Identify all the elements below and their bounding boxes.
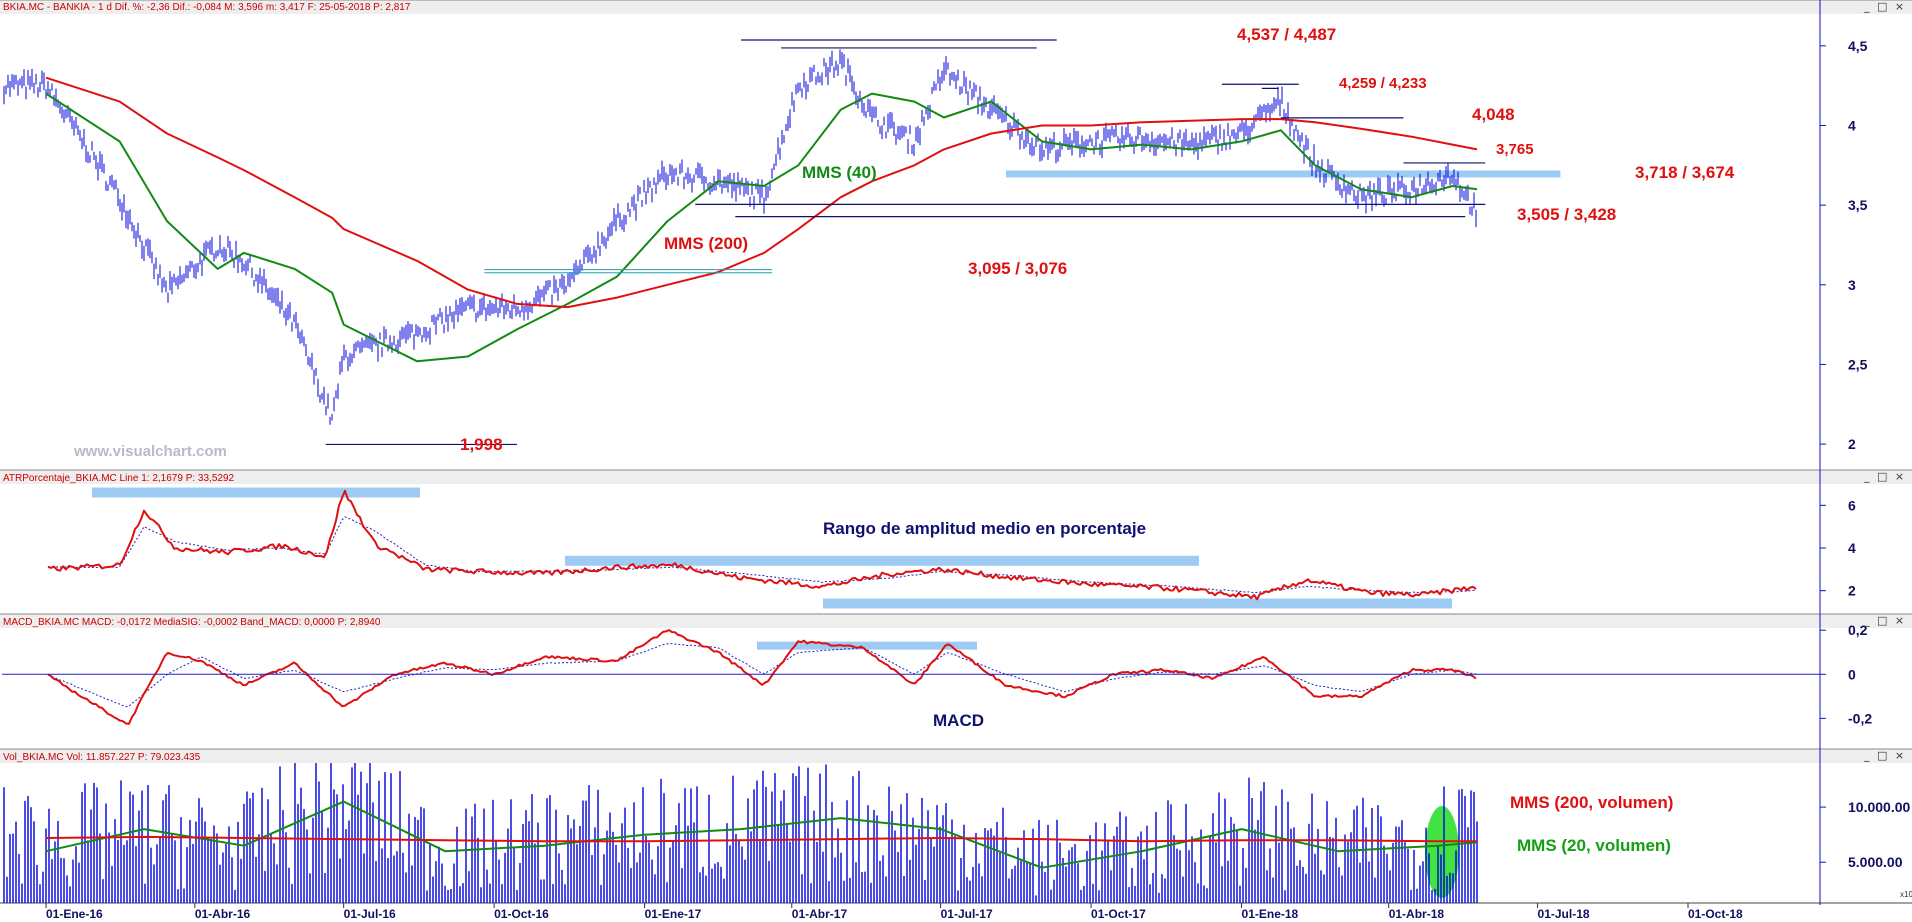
- label-4537-4487: 4,537 / 4,487: [1237, 25, 1336, 44]
- x-axis-tick-label: 01-Ene-16: [46, 907, 103, 921]
- panel-header-bar: [0, 0, 1912, 14]
- mms200-line: [45, 76, 1478, 309]
- series-layer: [3, 49, 1478, 903]
- brand-watermark: www.visualchart.com: [73, 443, 227, 460]
- label-4259-4233: 4,259 / 4,233: [1339, 75, 1427, 92]
- macd-band: [757, 641, 977, 650]
- x-axis-tick-label: 01-Jul-17: [941, 907, 993, 921]
- vol-mms200-line: [45, 835, 1477, 843]
- y-axis-tick-label: 5.000.00: [1848, 854, 1903, 870]
- x10-tag: x10: [1900, 890, 1912, 899]
- label-mms20-vol: MMS (20, volumen): [1517, 836, 1671, 855]
- atr-header: ATRPorcentaje_BKIA.MC Line 1: 2,1679 P: …: [3, 473, 235, 484]
- label-3095-3076: 3,095 / 3,076: [968, 259, 1067, 278]
- text-layer: BKIA.MC - BANKIA - 1 d Dif. %: -2,36 Dif…: [3, 2, 1912, 899]
- y-axis-tick-label: 6: [1848, 497, 1856, 513]
- support-band: [1006, 170, 1561, 178]
- macd-line: [47, 629, 1477, 725]
- price-window-buttons[interactable]: _ □ ×: [1864, 0, 1907, 13]
- label-3505-3428: 3,505 / 3,428: [1517, 205, 1616, 224]
- y-axis-tick-label: 0,2: [1848, 622, 1868, 638]
- x-axis-tick-label: 01-Oct-17: [1091, 907, 1146, 921]
- macd-header: MACD_BKIA.MC MACD: -0,0172 MediaSIG: -0,…: [3, 617, 381, 628]
- y-axis-tick-label: 4: [1848, 118, 1856, 134]
- y-axis-tick-label: 2: [1848, 436, 1856, 452]
- y-axis-tick-label: 2,5: [1848, 356, 1868, 372]
- x-axis-tick-label: 01-Abr-18: [1389, 907, 1445, 921]
- macd-window-buttons[interactable]: _ □ ×: [1864, 614, 1907, 627]
- vol-header: Vol_BKIA.MC Vol: 11.857.227 P: 79.023.43…: [3, 752, 201, 763]
- label-mms200: MMS (200): [664, 234, 748, 253]
- x-axis-tick-label: 01-Oct-18: [1688, 907, 1743, 921]
- macd-signal-line: [47, 643, 1477, 708]
- price-bars: [3, 49, 1477, 425]
- panel-header-bar: [0, 614, 1912, 628]
- price-header: BKIA.MC - BANKIA - 1 d Dif. %: -2,36 Dif…: [3, 2, 411, 13]
- label-atr-title: Rango de amplitud medio en porcentaje: [823, 519, 1146, 538]
- x-axis-tick-label: 01-Oct-16: [494, 907, 549, 921]
- panel-header-bar: [0, 470, 1912, 484]
- y-axis-tick-label: 4,5: [1848, 38, 1868, 54]
- x-axis-tick-label: 01-Abr-17: [792, 907, 848, 921]
- vol-window-buttons[interactable]: _ □ ×: [1864, 749, 1907, 762]
- label-macd: MACD: [933, 711, 984, 730]
- label-mms40: MMS (40): [802, 163, 877, 182]
- atr-band: [823, 598, 1452, 609]
- y-axis-tick-label: 0: [1848, 666, 1856, 682]
- x-axis-tick-label: 01-Jul-16: [344, 907, 396, 921]
- y-axis-tick-label: 2: [1848, 583, 1856, 599]
- atr-line: [47, 489, 1477, 601]
- label-3718-3674: 3,718 / 3,674: [1635, 163, 1735, 182]
- y-axis-tick-label: 3: [1848, 277, 1856, 293]
- y-axis-tick-label: 10.000.00: [1848, 799, 1910, 815]
- panel-header-bar: [0, 749, 1912, 763]
- atr-signal-line: [48, 516, 1477, 594]
- y-axis-tick-label: 3,5: [1848, 197, 1868, 213]
- atr-band: [92, 487, 420, 498]
- volume-highlight: [1425, 806, 1459, 898]
- vol-mms20-line: [45, 800, 1478, 869]
- mms40-line: [45, 92, 1478, 363]
- label-4048: 4,048: [1472, 105, 1515, 124]
- label-1998: 1,998: [460, 435, 503, 454]
- label-mms200-vol: MMS (200, volumen): [1510, 793, 1673, 812]
- annotation-lines: [2, 39, 1820, 675]
- y-axis-tick-label: -0,2: [1848, 710, 1872, 726]
- x-axis-tick-label: 01-Jul-18: [1538, 907, 1590, 921]
- label-3765: 3,765: [1496, 141, 1534, 158]
- y-axis-tick-label: 4: [1848, 540, 1856, 556]
- x-axis-tick-label: 01-Abr-16: [195, 907, 251, 921]
- x-axis-tick-label: 01-Ene-18: [1242, 907, 1299, 921]
- atr-window-buttons[interactable]: _ □ ×: [1864, 470, 1907, 483]
- axes-layer: 4,5 4 3,5 3 2,5 2 6 4 2 0,2 0 -0,2 10.000.00 5.000.00…: [45, 0, 1910, 921]
- support-resistance-bands: [92, 170, 1561, 898]
- x-axis-tick-label: 01-Ene-17: [645, 907, 702, 921]
- volume-bars: [3, 763, 1478, 903]
- atr-band: [565, 555, 1199, 566]
